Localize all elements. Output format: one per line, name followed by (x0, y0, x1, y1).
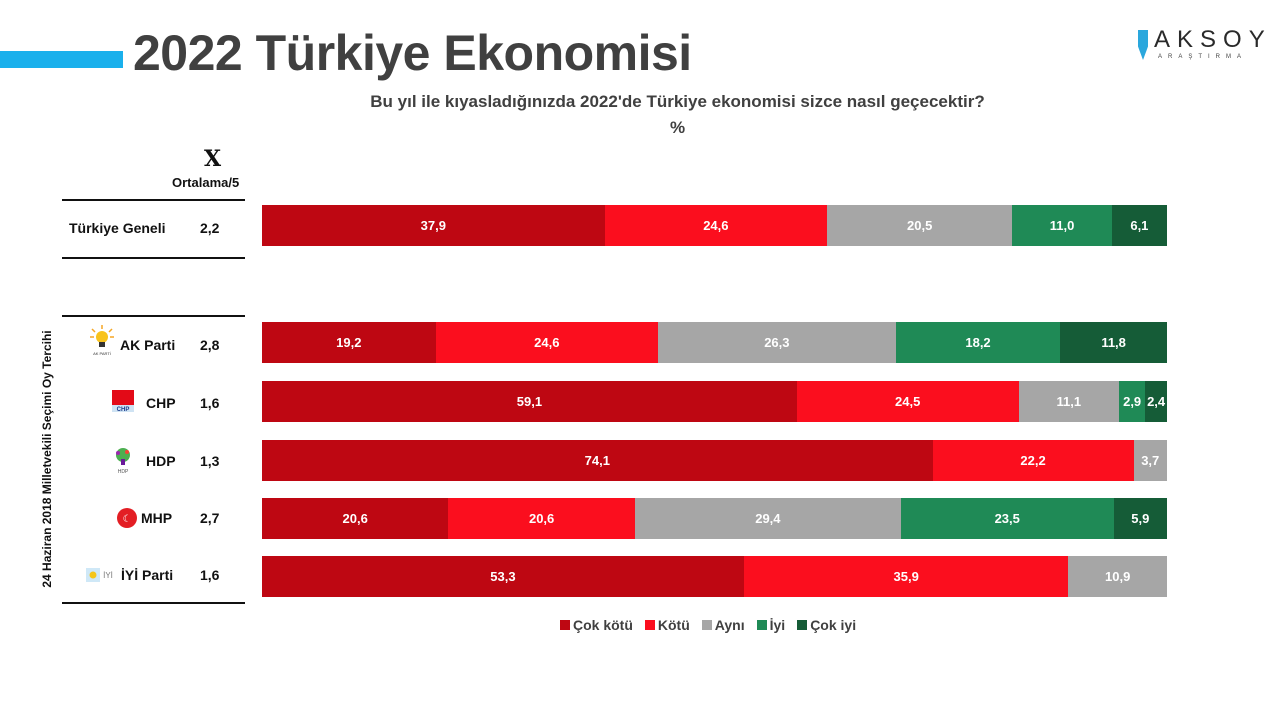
row-label-turkiye: Türkiye Geneli (69, 220, 166, 236)
row-average: 2,2 (200, 220, 220, 236)
legend-item: Kötü (644, 617, 690, 633)
mean-symbol: X (204, 146, 222, 172)
logo-name: AKSOY (1154, 26, 1272, 53)
legend-swatch-icon (560, 620, 570, 630)
bar-segment-kötü: 24,6 (435, 322, 658, 363)
stacked-bar-ak-parti: 19,2 24,6 26,3 18,2 11,8 (262, 322, 1167, 363)
chart-legend: Çok kötü Kötü Aynı İyi Çok iyi (560, 617, 856, 633)
bar-segment-çok-kötü: 19,2 (262, 322, 436, 363)
stacked-bar-chp: 59,1 24,5 11,1 2,9 2,4 (262, 381, 1167, 422)
svg-text:CHP: CHP (117, 407, 130, 412)
row-label-mhp: MHP (141, 510, 173, 526)
stacked-bar-mhp: 20,6 20,6 29,4 23,5 5,9 (262, 498, 1167, 539)
chart-question: Bu yıl ile kıyasladığınızda 2022'de Türk… (370, 92, 985, 111)
bar-segment-çok-kötü: 53,3 (262, 556, 744, 597)
legend-label: İyi (769, 617, 786, 633)
legend-item: Çok iyi (797, 617, 856, 633)
bar-segment-kötü: 22,2 (932, 440, 1134, 481)
row-label-iyi-parti: İYİ Parti (121, 567, 174, 583)
iyi-parti-logo-icon: İYİ (86, 568, 113, 582)
bar-segment-aynı: 20,5 (827, 205, 1013, 246)
average-header: Ortalama/5 (172, 175, 240, 190)
row-label-ak-parti: AK Parti (120, 337, 176, 353)
divider (62, 602, 245, 604)
bar-segment-kötü: 24,5 (796, 381, 1019, 422)
hdp-logo-icon: HDP (116, 448, 130, 475)
accent-bar (0, 51, 123, 68)
bar-segment-çok-iyi: 6,1 (1111, 205, 1167, 246)
logo-mark-icon (1138, 30, 1148, 60)
row-average: 1,3 (200, 453, 220, 469)
bar-segment-aynı: 26,3 (657, 322, 896, 363)
bar-segment-i̇yi: 11,0 (1012, 205, 1112, 246)
bar-segment-çok-kötü: 37,9 (262, 205, 605, 246)
legend-label: Çok kötü (573, 617, 633, 633)
bar-segment-çok-iyi: 11,8 (1060, 322, 1167, 363)
ak-parti-logo-icon: AK PARTİ (90, 325, 114, 356)
legend-swatch-icon (701, 620, 712, 630)
legend-swatch-icon (797, 620, 808, 630)
stacked-bar-iyi-parti: 53,3 35,9 10,9 (262, 556, 1167, 597)
bar-segment-aynı: 10,9 (1068, 556, 1167, 597)
bar-segment-çok-kötü: 74,1 (262, 440, 933, 481)
stacked-bar-hdp: 74,1 22,2 3,7 (262, 440, 1167, 481)
legend-item: Çok kötü (560, 617, 633, 633)
group-axis-label: 24 Haziran 2018 Milletvekili Seçimi Oy T… (40, 330, 54, 588)
logo-subtitle: ARAŞTIRMA (1158, 54, 1248, 60)
legend-label: Aynı (714, 617, 745, 633)
aksoy-logo: AKSOY ARAŞTIRMA (1138, 26, 1265, 65)
legend-item: İyi (756, 617, 786, 633)
row-average: 1,6 (200, 395, 220, 411)
row-average: 2,8 (200, 337, 220, 353)
svg-text:HDP: HDP (118, 469, 129, 475)
chp-logo-icon: CHP (112, 390, 134, 412)
svg-text:İYİ: İYİ (103, 571, 113, 580)
row-average: 2,7 (200, 510, 220, 526)
divider (62, 257, 245, 259)
legend-swatch-icon (756, 620, 767, 630)
bar-segment-i̇yi: 23,5 (900, 498, 1114, 539)
bar-segment-çok-iyi: 2,4 (1145, 381, 1167, 422)
divider (62, 199, 245, 201)
bar-segment-çok-kötü: 59,1 (262, 381, 797, 422)
bar-segment-i̇yi: 2,9 (1119, 381, 1146, 422)
bar-segment-kötü: 24,6 (604, 205, 828, 246)
svg-text:☾: ☾ (123, 514, 132, 525)
legend-swatch-icon (644, 620, 655, 630)
divider (62, 315, 245, 317)
row-label-chp: CHP (146, 395, 176, 411)
legend-item: Aynı (701, 617, 745, 633)
bar-segment-aynı: 11,1 (1018, 381, 1120, 422)
legend-label: Kötü (657, 617, 690, 633)
chart-unit: % (669, 118, 686, 137)
bar-segment-kötü: 20,6 (448, 498, 635, 539)
page-title: 2022 Türkiye Ekonomisi (133, 25, 692, 81)
row-average: 1,6 (200, 567, 220, 583)
bar-segment-aynı: 29,4 (634, 498, 901, 539)
bar-segment-i̇yi: 18,2 (895, 322, 1061, 363)
svg-text:AK PARTİ: AK PARTİ (93, 351, 111, 356)
bar-segment-çok-iyi: 5,9 (1113, 498, 1167, 539)
mhp-logo-icon: ☾ (117, 508, 137, 528)
row-label-hdp: HDP (146, 453, 176, 469)
stacked-bar-turkiye: 37,9 24,6 20,5 11,0 6,1 (262, 205, 1167, 246)
legend-label: Çok iyi (810, 617, 857, 633)
bar-segment-kötü: 35,9 (743, 556, 1069, 597)
bar-segment-çok-kötü: 20,6 (262, 498, 449, 539)
bar-segment-aynı: 3,7 (1133, 440, 1167, 481)
